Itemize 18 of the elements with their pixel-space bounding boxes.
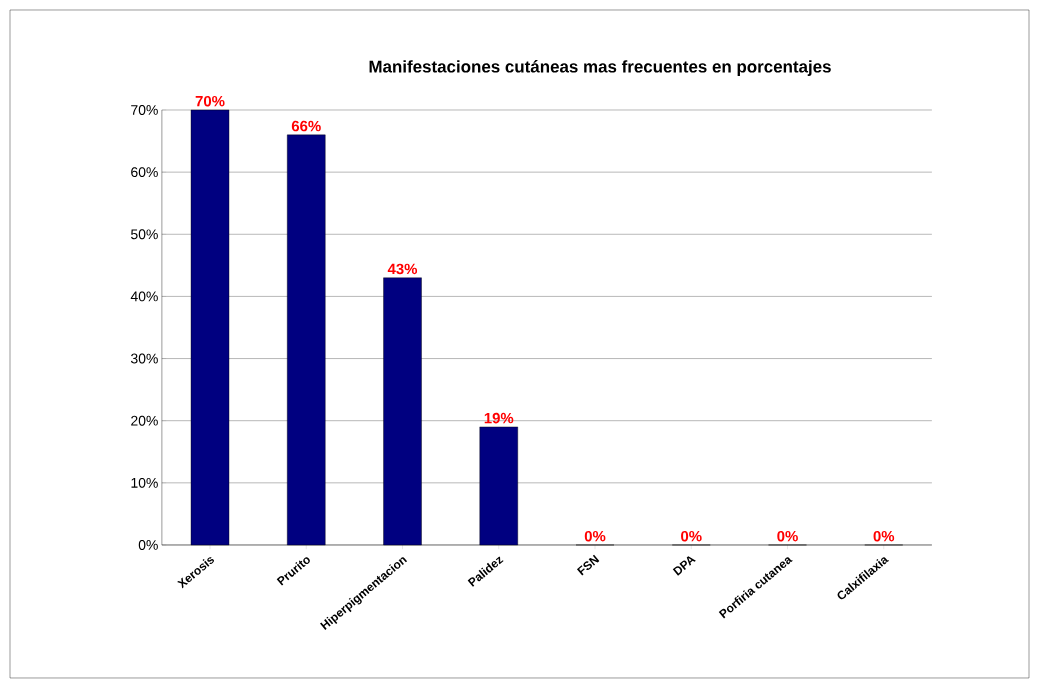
y-tick-label: 30% bbox=[130, 353, 158, 364]
data-label: 0% bbox=[873, 530, 895, 542]
data-label: 19% bbox=[484, 412, 514, 424]
x-tick-label: DPA bbox=[672, 556, 696, 576]
y-tick-label: 50% bbox=[131, 229, 158, 240]
data-label: 43% bbox=[387, 263, 418, 275]
y-tick-label: 70% bbox=[131, 105, 158, 115]
y-tick-label: 0% bbox=[138, 540, 158, 550]
data-label: 0% bbox=[777, 530, 798, 542]
data-label: 0% bbox=[584, 530, 606, 542]
y-tick-label: 20% bbox=[131, 415, 158, 426]
y-tick-label: 10% bbox=[131, 477, 158, 488]
data-label: 70% bbox=[195, 95, 225, 107]
chart-title: Manifestaciones cutáneas mas frecuentes en porcentajes bbox=[369, 60, 831, 76]
data-label: 0% bbox=[681, 530, 702, 542]
y-tick-label: 60% bbox=[131, 167, 158, 178]
y-tick-label: 40% bbox=[130, 291, 158, 302]
data-label: 66% bbox=[291, 120, 321, 132]
